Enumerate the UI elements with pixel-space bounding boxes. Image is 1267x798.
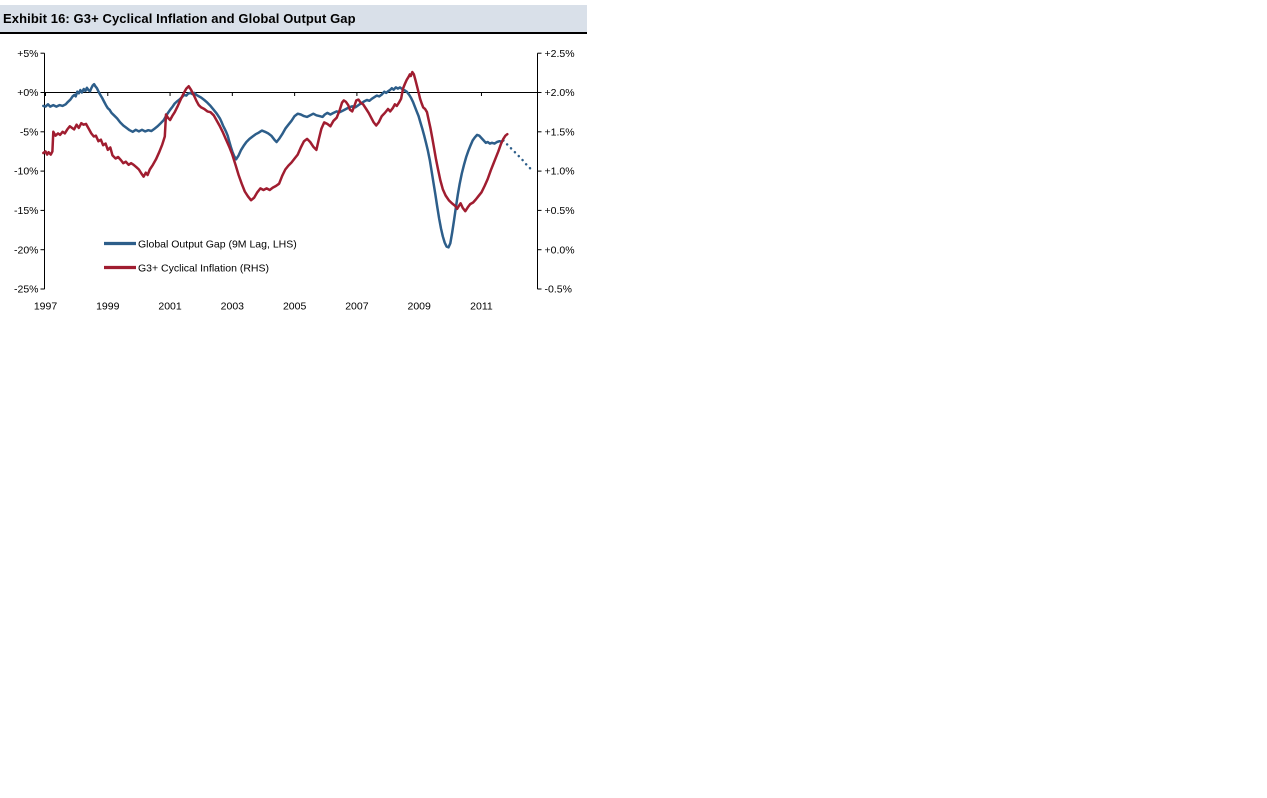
x-axis-label: 1997 — [34, 301, 58, 313]
chart-title-bar: Exhibit 16: G3+ Cyclical Inflation and G… — [0, 5, 587, 34]
x-axis-label: 2001 — [158, 301, 182, 313]
right-axis-label: +2.0% — [545, 87, 575, 99]
left-axis-label: -20% — [14, 244, 39, 256]
left-axis-label: +0% — [17, 87, 38, 99]
legend-label-inflation: G3+ Cyclical Inflation (RHS) — [138, 262, 269, 274]
legend-label-output-gap: Global Output Gap (9M Lag, LHS) — [138, 238, 297, 250]
cyclical-inflation-line — [42, 70, 509, 213]
right-axis-label: +2.5% — [545, 48, 575, 60]
x-axis-label: 2007 — [345, 301, 369, 313]
x-axis-label: 2005 — [283, 301, 307, 313]
right-axis-label: +0.0% — [545, 244, 575, 256]
x-axis-label: 2009 — [408, 301, 432, 313]
left-axis-label: +5% — [17, 48, 38, 60]
right-axis-label: +1.0% — [545, 166, 575, 178]
chart-title: Exhibit 16: G3+ Cyclical Inflation and G… — [3, 11, 356, 26]
x-axis-label: 2011 — [470, 301, 493, 313]
left-axis-label: -25% — [14, 284, 39, 296]
output-gap-line — [42, 82, 505, 249]
left-axis-label: -15% — [14, 205, 39, 217]
output-gap-forecast-dotted-line — [502, 139, 533, 171]
x-axis-label: 2003 — [221, 301, 245, 313]
line-chart-plot: +5% +0% -5% -10% -15% -20% -25% +2.5% +2.0% +1.5%… — [14, 48, 575, 313]
right-axis-label: -0.5% — [545, 284, 572, 296]
x-axis-label: 1999 — [96, 301, 120, 313]
right-axis-label: +0.5% — [545, 205, 575, 217]
right-axis-label: +1.5% — [545, 126, 575, 138]
left-axis-label: -10% — [14, 166, 39, 178]
left-axis-label: -5% — [20, 126, 39, 138]
exhibit-16-chart: Exhibit 16: G3+ Cyclical Inflation and G… — [0, 0, 620, 340]
